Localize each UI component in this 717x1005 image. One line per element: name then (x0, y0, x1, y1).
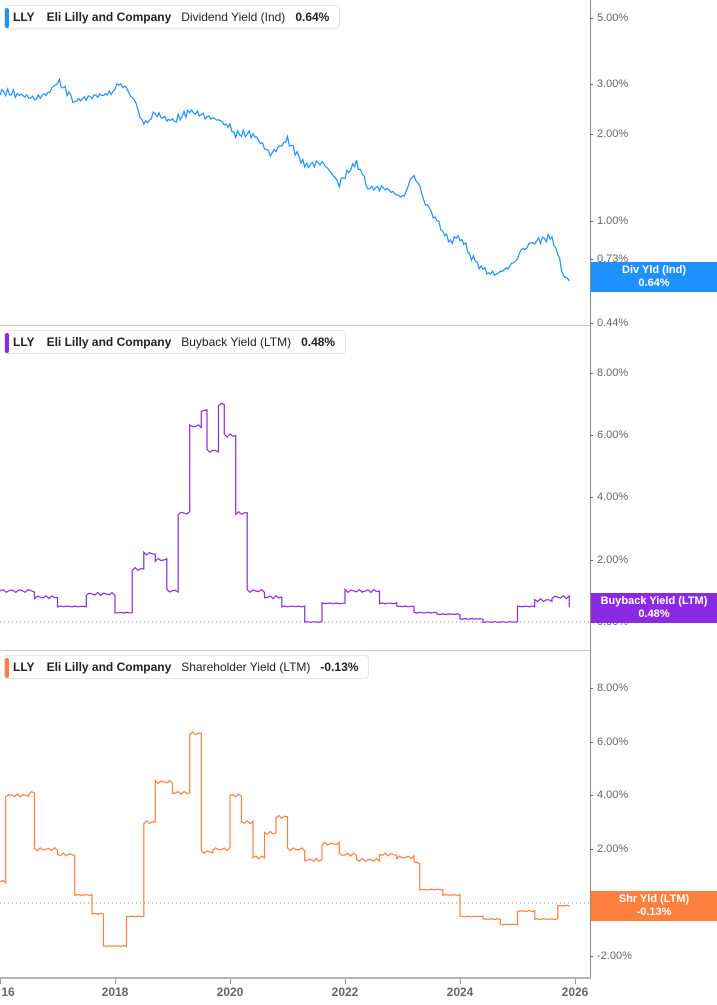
x-tick-label: 2026 (561, 985, 589, 999)
flag-label: Shr Yld (LTM) (618, 893, 690, 905)
metric-value: -0.13% (320, 660, 359, 674)
dividend-yield-legend[interactable]: LLY Eli Lilly and Company Dividend Yield… (4, 5, 341, 29)
ticker-label: LLY (13, 335, 35, 349)
x-tick (0, 979, 1, 984)
ticker-label: LLY (13, 660, 35, 674)
y-tick-label: 3.00% (589, 78, 629, 90)
chart-plot-area[interactable] (0, 0, 591, 977)
buyback-yield-value-flag: Buyback Yield (LTM) 0.48% (591, 593, 717, 623)
company-label: Eli Lilly and Company (46, 660, 172, 674)
dividend-yield-value-flag: Div Yld (Ind) 0.64% (591, 262, 717, 292)
buyback-yield-panel: LLY Eli Lilly and Company Buyback Yield … (0, 325, 717, 650)
flag-label: Buyback Yield (LTM) (600, 595, 708, 607)
metric-label: Dividend Yield (Ind) (181, 10, 286, 24)
flag-value: 0.64% (638, 277, 670, 289)
shareholder-yield-value-flag: Shr Yld (LTM) -0.13% (591, 891, 717, 921)
y-tick-label: 1.00% (589, 215, 629, 227)
shareholder-yield-panel: LLY Eli Lilly and Company Shareholder Yi… (0, 650, 717, 977)
buyback-yield-legend[interactable]: LLY Eli Lilly and Company Buyback Yield … (4, 330, 347, 354)
metric-label: Buyback Yield (LTM) (181, 335, 292, 349)
x-tick-label: 16 (1, 985, 15, 999)
x-tick-label: 2022 (331, 985, 359, 999)
flag-value: -0.13% (636, 906, 672, 918)
metric-value: 0.48% (301, 335, 336, 349)
shareholder-yield-legend[interactable]: LLY Eli Lilly and Company Shareholder Yi… (4, 655, 370, 679)
x-tick (115, 979, 116, 984)
x-tick (230, 979, 231, 984)
flag-value: 0.48% (638, 608, 670, 620)
panel-divider (0, 325, 590, 326)
y-tick-label: 2.00% (589, 843, 629, 855)
dividend-yield-line (0, 77, 570, 282)
y-tick-label: 6.00% (589, 736, 629, 748)
y-tick-label: 6.00% (589, 429, 629, 441)
x-tick-label: 2018 (101, 985, 129, 999)
panel-divider (0, 650, 590, 651)
flag-label: Div Yld (Ind) (622, 264, 686, 276)
y-tick-label: 8.00% (589, 682, 629, 694)
series-color-marker (5, 8, 9, 28)
y-tick-label: 5.00% (589, 12, 629, 24)
y-tick-label: 8.00% (589, 367, 629, 379)
x-tick (575, 979, 576, 984)
series-color-marker (5, 658, 9, 678)
x-tick-label: 2020 (216, 985, 244, 999)
y-tick-label: 2.00% (589, 128, 629, 140)
y-tick-label: 0.44% (589, 317, 629, 329)
y-axis-line (590, 0, 591, 977)
y-tick-label: 2.00% (589, 554, 629, 566)
x-tick (345, 979, 346, 984)
y-tick-label: 4.00% (589, 789, 629, 801)
y-tick-label: -2.00% (590, 950, 632, 962)
dividend-yield-panel: LLY Eli Lilly and Company Dividend Yield… (0, 0, 717, 325)
shareholder-yield-line (0, 731, 570, 948)
x-tick-label: 2024 (446, 985, 474, 999)
x-axis-line (0, 977, 591, 979)
metric-label: Shareholder Yield (LTM) (181, 660, 311, 674)
company-label: Eli Lilly and Company (46, 335, 172, 349)
metric-value: 0.64% (295, 10, 330, 24)
x-tick (460, 979, 461, 984)
y-tick-label: 4.00% (589, 491, 629, 503)
ticker-label: LLY (13, 10, 35, 24)
series-color-marker (5, 333, 9, 353)
company-label: Eli Lilly and Company (46, 10, 172, 24)
buyback-yield-line (0, 402, 570, 624)
